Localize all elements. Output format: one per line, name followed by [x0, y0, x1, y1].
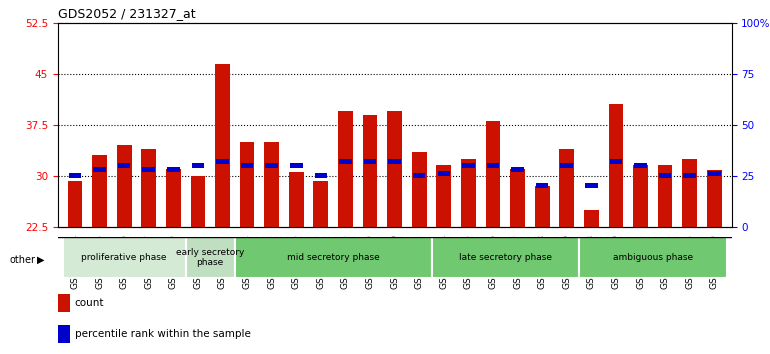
Bar [678, 237, 702, 278]
Bar [68, 181, 82, 227]
Bar [559, 149, 574, 227]
Bar [412, 152, 427, 227]
Bar [235, 237, 431, 278]
Text: proliferative phase: proliferative phase [82, 253, 167, 262]
Bar [682, 159, 697, 227]
Bar [486, 121, 500, 227]
Text: percentile rank within the sample: percentile rank within the sample [75, 329, 250, 339]
Bar [192, 163, 204, 168]
Bar [388, 159, 401, 164]
Bar [69, 173, 81, 178]
Bar [166, 169, 181, 227]
Bar [431, 237, 579, 278]
Bar [215, 64, 230, 227]
Bar [461, 159, 476, 227]
Bar [413, 173, 426, 178]
Bar [407, 237, 431, 278]
Bar [239, 142, 254, 227]
Text: early secretory
phase: early secretory phase [176, 248, 244, 267]
Bar [659, 173, 671, 178]
Bar [216, 159, 229, 164]
Bar [658, 166, 672, 227]
Bar [579, 237, 727, 278]
Bar [235, 237, 259, 278]
Bar [579, 237, 604, 278]
Bar [561, 163, 573, 168]
Bar [92, 155, 107, 227]
Bar [634, 163, 647, 168]
Bar [530, 237, 554, 278]
Bar [136, 237, 161, 278]
Bar [241, 163, 253, 168]
Bar [309, 237, 333, 278]
Bar [684, 173, 696, 178]
Bar [511, 167, 524, 172]
Bar [93, 167, 105, 172]
Bar [536, 183, 548, 188]
Bar [707, 170, 721, 227]
Text: late secretory phase: late secretory phase [459, 253, 552, 262]
Bar [702, 237, 727, 278]
Bar [62, 237, 186, 278]
Bar [584, 210, 599, 227]
Bar [505, 237, 530, 278]
Bar [161, 237, 186, 278]
Bar [58, 295, 70, 312]
Bar [333, 237, 358, 278]
Bar [437, 171, 450, 176]
Bar [266, 163, 278, 168]
Bar [117, 145, 132, 227]
Text: ambiguous phase: ambiguous phase [613, 253, 693, 262]
Text: mid secretory phase: mid secretory phase [286, 253, 380, 262]
Bar [604, 237, 628, 278]
Bar [313, 181, 328, 227]
Bar [186, 237, 210, 278]
Bar [112, 237, 136, 278]
Bar [363, 159, 377, 164]
Bar [628, 237, 653, 278]
Bar [383, 237, 407, 278]
Bar [167, 167, 179, 172]
Bar [633, 166, 648, 227]
Bar [210, 237, 235, 278]
Text: count: count [75, 298, 104, 308]
Bar [290, 163, 303, 168]
Bar [289, 172, 303, 227]
Bar [338, 111, 353, 227]
Bar [363, 115, 377, 227]
Bar [186, 237, 235, 278]
Bar [653, 237, 678, 278]
Bar [480, 237, 505, 278]
Bar [585, 183, 598, 188]
Bar [708, 171, 721, 176]
Text: ▶: ▶ [37, 255, 45, 265]
Bar [259, 237, 284, 278]
Bar [431, 237, 456, 278]
Bar [358, 237, 383, 278]
Bar [264, 142, 279, 227]
Bar [456, 237, 480, 278]
Bar [610, 159, 622, 164]
Bar [608, 104, 623, 227]
Bar [554, 237, 579, 278]
Bar [462, 163, 474, 168]
Bar [284, 237, 309, 278]
Bar [190, 176, 206, 227]
Bar [487, 163, 499, 168]
Bar [339, 159, 352, 164]
Bar [535, 186, 550, 227]
Bar [142, 167, 155, 172]
Bar [315, 173, 327, 178]
Bar [437, 166, 451, 227]
Bar [387, 111, 402, 227]
Bar [58, 325, 70, 343]
Bar [87, 237, 112, 278]
Bar [118, 163, 130, 168]
Bar [511, 169, 525, 227]
Text: GDS2052 / 231327_at: GDS2052 / 231327_at [58, 7, 196, 21]
Bar [142, 149, 156, 227]
Bar [62, 237, 87, 278]
Text: other: other [9, 255, 35, 265]
